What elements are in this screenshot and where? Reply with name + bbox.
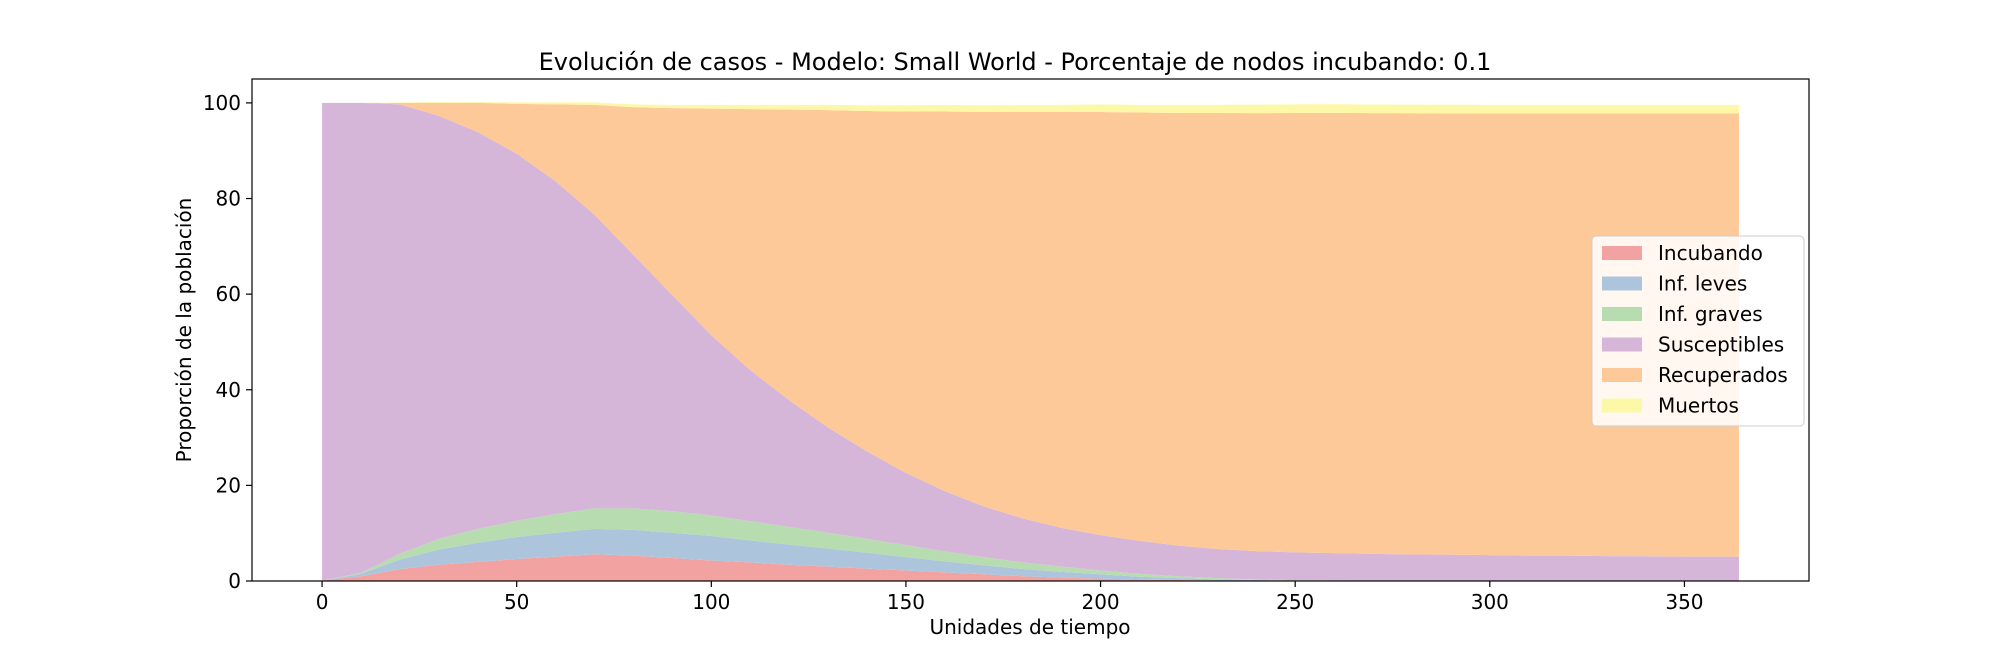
plot-area [322,101,1739,582]
legend-swatch [1602,398,1642,413]
chart-title: Evolución de casos - Modelo: Small World… [539,48,1492,76]
legend-swatch [1602,276,1642,291]
y-tick-label: 60 [216,282,241,306]
area-series-4 [322,102,1739,557]
legend-swatch [1602,246,1642,260]
y-axis-title: Proporción de la población [172,198,196,463]
legend-label: Recuperados [1658,363,1788,387]
plot-frame [251,78,1810,582]
x-tick-label: 150 [887,590,925,614]
legend-box [1591,235,1805,427]
x-tick-label: 0 [316,590,329,614]
x-tick-label: 100 [692,590,730,614]
legend-label: Incubando [1658,241,1763,265]
area-series-2 [322,508,1739,581]
y-tick-label: 40 [216,378,241,402]
y-tick-label: 20 [216,473,241,497]
legend-label: Inf. graves [1658,302,1763,326]
legend-swatch [1602,337,1642,352]
x-tick-label: 50 [504,590,529,614]
x-axis: 0 50 100 150 200 250 300 350 [316,581,1704,614]
area-series-1 [322,528,1739,581]
legend-label: Muertos [1658,394,1739,418]
x-tick-label: 350 [1665,590,1703,614]
x-axis-title: Unidades de tiempo [929,615,1130,639]
area-series-5 [322,101,1739,114]
y-axis: 0 20 40 60 80 100 [203,91,252,593]
x-tick-label: 300 [1471,590,1509,614]
legend-label: Inf. leves [1658,272,1747,296]
legend-label: Susceptibles [1658,333,1784,357]
area-series-0 [322,554,1739,581]
x-tick-label: 250 [1276,590,1314,614]
legend-swatch [1602,368,1642,382]
legend-swatch [1602,307,1642,321]
y-tick-label: 80 [216,187,241,211]
y-tick-label: 100 [203,91,241,115]
area-series-3 [322,102,1739,582]
y-tick-label: 0 [228,569,241,593]
legend: Incubando Inf. leves Inf. graves Susceptibl… [1591,235,1805,427]
x-tick-label: 200 [1081,590,1119,614]
